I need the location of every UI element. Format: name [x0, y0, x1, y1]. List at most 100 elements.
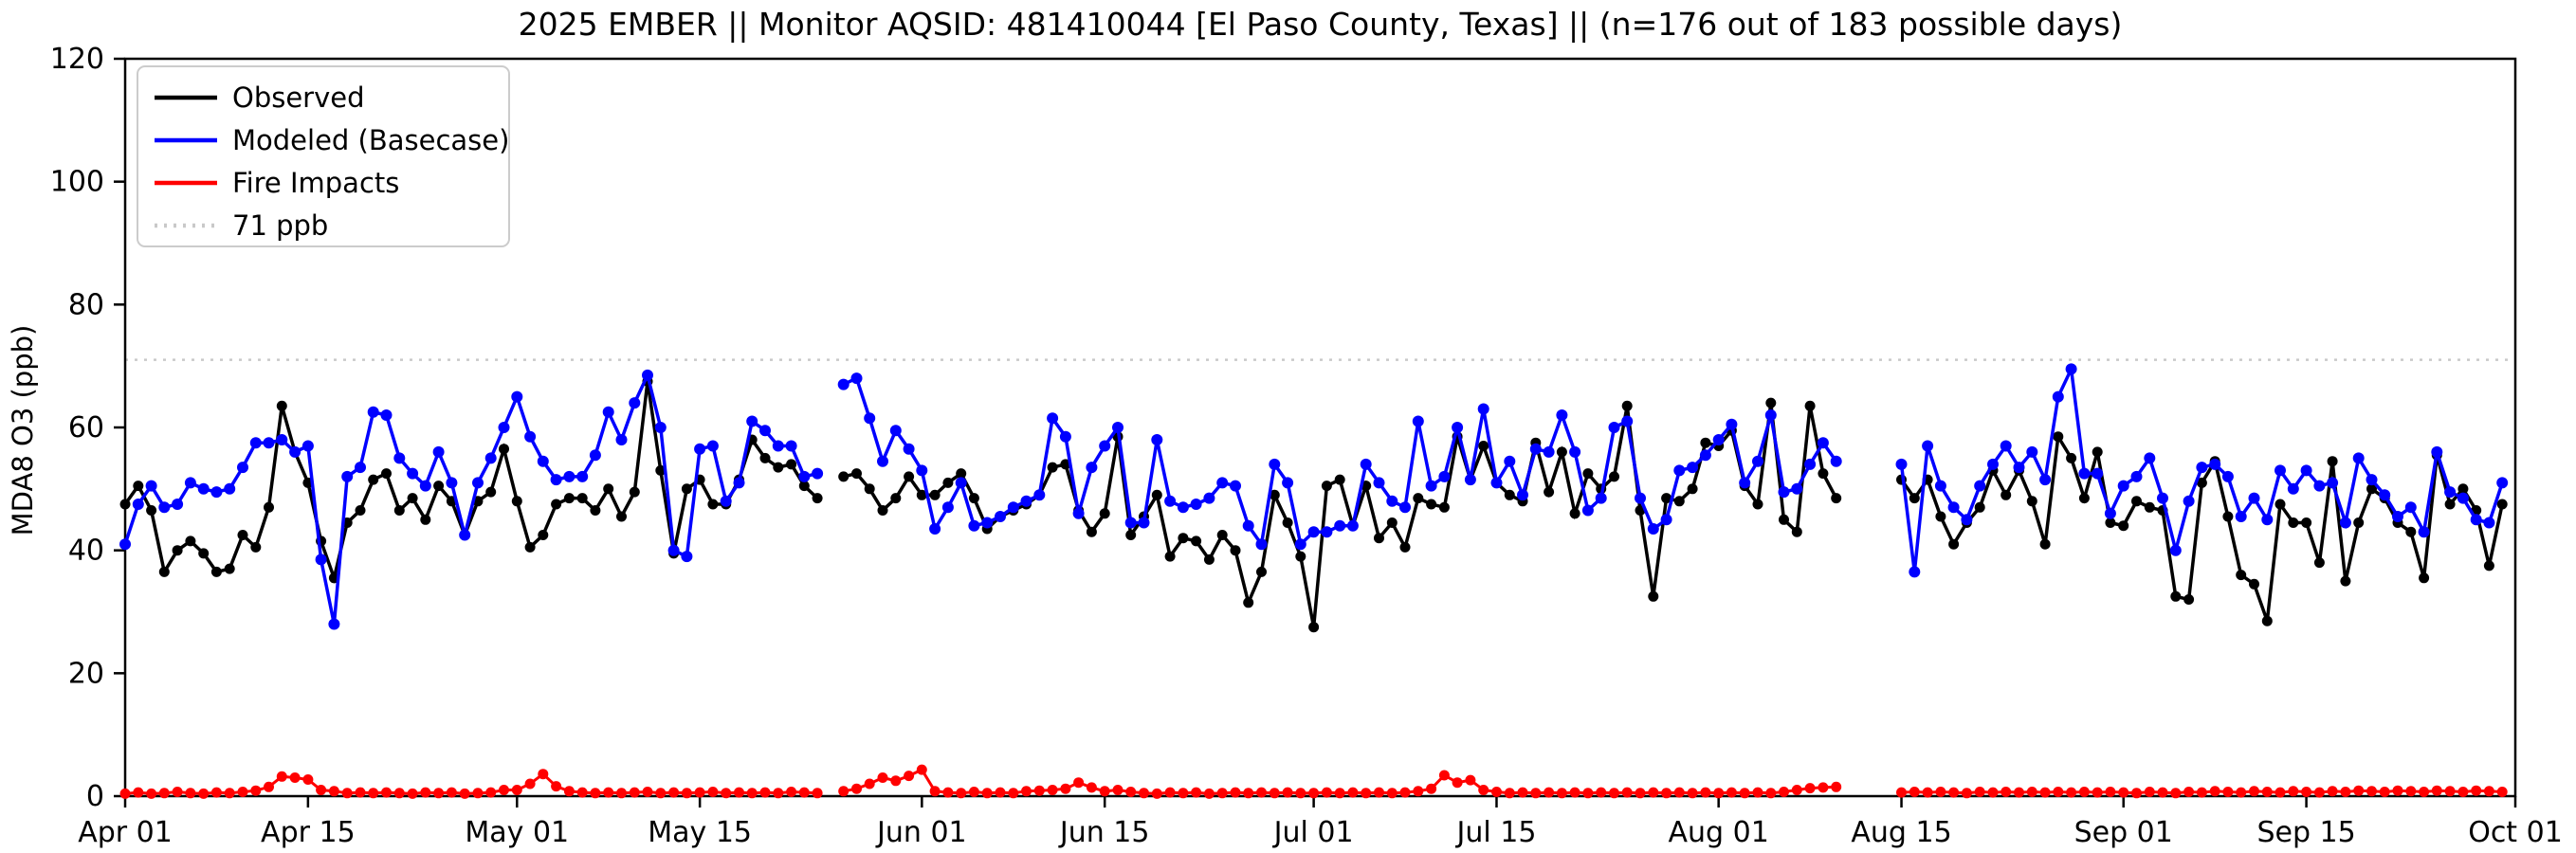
observed-point	[2457, 483, 2469, 495]
observed-point	[1125, 530, 1137, 540]
fire-impacts-point	[198, 788, 210, 799]
observed-point	[1413, 493, 1424, 504]
fire-impacts-point	[1974, 787, 1985, 797]
y-tick-label: 0	[86, 780, 104, 813]
modeled-point	[1778, 486, 1790, 499]
observed-point	[1752, 499, 1763, 510]
fire-impacts-point	[1282, 787, 1293, 798]
fire-impacts-point	[1021, 786, 1032, 797]
fire-impacts-point	[250, 785, 262, 796]
observed-point	[1648, 590, 1659, 602]
fire-impacts-point	[2301, 787, 2312, 797]
fire-impacts-point	[2471, 785, 2482, 796]
fire-impacts-point	[1987, 787, 1999, 798]
fire-impacts-point	[786, 787, 797, 797]
fire-impacts-point	[968, 787, 979, 797]
modeled-point	[1791, 482, 1803, 495]
x-tick-label: May 01	[465, 816, 569, 849]
modeled-point	[785, 440, 797, 452]
fire-impacts-point	[1230, 787, 1241, 798]
fire-impacts-point	[485, 787, 497, 798]
observed-point	[1386, 517, 1398, 528]
observed-point	[2353, 517, 2365, 528]
modeled-point	[1230, 480, 1241, 492]
modeled-point	[1412, 415, 1424, 427]
modeled-point	[1033, 489, 1046, 501]
observed-point	[1935, 511, 1946, 522]
modeled-point	[2039, 474, 2052, 486]
observed-point	[2327, 456, 2338, 467]
observed-point	[1295, 551, 1306, 562]
observed-point	[942, 477, 954, 488]
modeled-point	[1726, 418, 1738, 430]
fire-impacts-point	[2288, 786, 2299, 797]
fire-impacts-point	[1948, 787, 1960, 798]
fire-impacts-point	[1582, 788, 1594, 799]
observed-point	[1399, 541, 1411, 553]
observed-point	[655, 464, 667, 476]
modeled-point	[1373, 477, 1385, 489]
observed-point	[210, 566, 222, 577]
fire-impacts-point	[2144, 787, 2155, 797]
observed-point	[904, 471, 915, 482]
modeled-point	[929, 523, 941, 535]
observed-point	[603, 483, 614, 495]
y-tick-label: 60	[68, 411, 104, 445]
modeled-point	[289, 445, 301, 458]
observed-point	[1569, 508, 1580, 519]
observed-point	[2222, 511, 2234, 522]
observed-line	[123, 381, 819, 584]
x-tick-label: Apr 15	[261, 816, 356, 849]
fire-impacts-point	[551, 781, 562, 792]
modeled-point	[864, 412, 876, 425]
fire-impacts-point	[2170, 788, 2182, 799]
modeled-point	[1830, 455, 1842, 467]
observed-point	[407, 493, 418, 504]
fire-impacts-point	[2392, 785, 2403, 796]
fire-impacts-point	[2431, 785, 2442, 796]
fire-impacts-point	[237, 787, 248, 797]
modeled-point	[1556, 409, 1568, 421]
observed-point	[877, 505, 888, 516]
x-tick-label: Sep 01	[2074, 816, 2173, 849]
modeled-point	[1660, 514, 1672, 526]
modeled-point	[850, 372, 863, 385]
fire-impacts-point	[2014, 787, 2024, 798]
observed-point	[1582, 468, 1594, 480]
modeled-point	[2026, 445, 2038, 458]
fire-impacts-point	[119, 788, 131, 799]
modeled-point	[224, 482, 236, 495]
modeled-point	[1895, 458, 1908, 470]
modeled-point	[2196, 462, 2208, 474]
fire-impacts-point	[1752, 787, 1763, 798]
observed-point	[968, 493, 979, 504]
modeled-point	[1177, 501, 1189, 514]
modeled-point	[1635, 492, 1646, 504]
legend-label-fire-impacts: Fire Impacts	[232, 167, 399, 199]
observed-point	[2313, 557, 2325, 569]
fire-impacts-point	[995, 787, 1006, 798]
modeled-point	[1699, 449, 1711, 462]
modeled-point	[812, 467, 824, 480]
fire-impacts-point	[1491, 787, 1502, 797]
fire-impacts-point	[2183, 787, 2195, 797]
observed-point	[956, 468, 967, 480]
observed-point	[2419, 572, 2430, 584]
modeled-point	[2169, 544, 2182, 556]
observed-point	[1178, 533, 1189, 544]
fire-impacts-point	[316, 785, 327, 795]
fire-impacts-point	[1661, 788, 1672, 799]
modeled-point	[720, 495, 732, 507]
modeled-point	[393, 452, 406, 464]
modeled-point	[2444, 486, 2457, 499]
modeled-point	[1112, 422, 1124, 433]
legend-label-ref-line: 71 ppb	[232, 209, 328, 242]
modeled-point	[472, 477, 484, 489]
fire-impacts-point	[407, 788, 418, 799]
fire-impacts-point	[1465, 774, 1476, 786]
observed-point	[1047, 462, 1058, 473]
modeled-point	[2235, 511, 2247, 522]
modeled-point	[1490, 477, 1503, 489]
fire-impacts-point	[1909, 787, 1920, 797]
